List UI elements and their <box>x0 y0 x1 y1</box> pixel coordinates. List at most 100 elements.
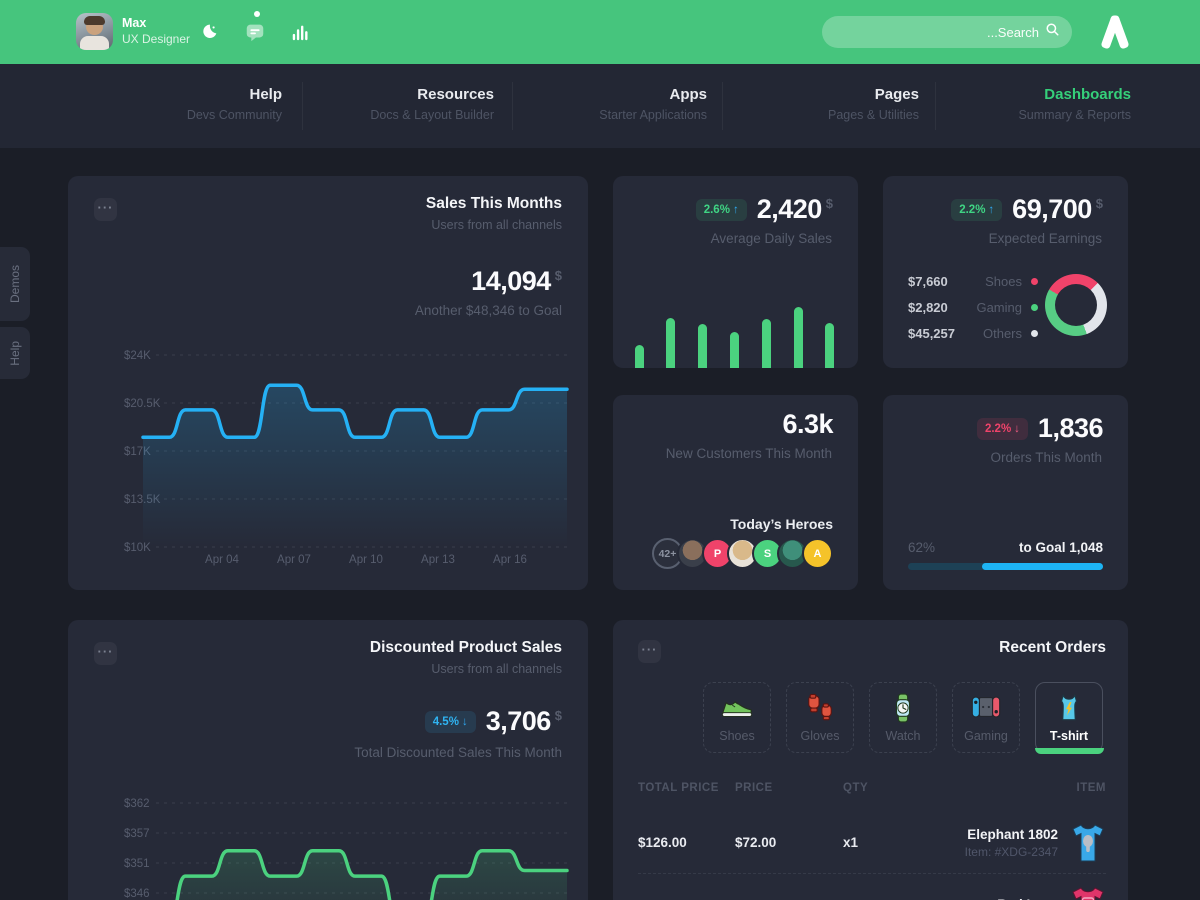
category-tile-watch[interactable]: Watch <box>869 682 937 753</box>
progress-goal: to Goal 1,048 <box>1018 540 1103 555</box>
bar <box>761 319 771 368</box>
goal-note: Another $48,346 to Goal <box>414 303 562 318</box>
search-icon[interactable] <box>1045 22 1060 42</box>
card-menu-button[interactable]: ··· <box>94 198 117 221</box>
currency-symbol: $ <box>554 268 562 283</box>
category-label: Shoes <box>719 729 755 743</box>
legend-dot <box>1031 277 1038 285</box>
category-tile-tshirt[interactable]: T-shirt <box>1034 682 1104 754</box>
nav-label: Help <box>249 86 282 103</box>
column-header: TOTAL PRICE <box>638 782 719 794</box>
nav-sublabel: Devs Community <box>186 108 282 122</box>
main-nav: Help Devs Community Resources Docs & Lay… <box>0 64 1200 148</box>
category-tile-gloves[interactable]: Gloves <box>786 682 854 753</box>
earnings-legend: $7,660 Shoes $2,820 Gaming $45,257 Other… <box>908 268 1038 346</box>
nav-divider <box>722 82 723 130</box>
user-role: UX Designer <box>122 31 191 46</box>
orders-card: 2.2% ↓ 1,836 Orders This Month 62% to Go… <box>883 395 1128 590</box>
dark-mode-moon-icon[interactable] <box>196 19 222 45</box>
side-tab-label: Help <box>8 340 22 366</box>
active-category-indicator <box>1034 747 1104 754</box>
discounted-sales-card: ··· Discounted Product Sales Users from … <box>68 620 588 900</box>
nav-item-help[interactable]: Help Devs Community <box>70 86 282 122</box>
sales-card: ··· Sales This Months Users from all cha… <box>68 176 588 590</box>
nav-item-dashboards[interactable]: Dashboards Summary & Reports <box>919 86 1131 122</box>
hero-avatar[interactable]: P <box>702 538 733 569</box>
nav-divider <box>935 82 936 130</box>
arrow-up-icon: ↑ <box>732 203 739 216</box>
svg-text:Apr 16: Apr 16 <box>493 554 527 566</box>
side-tab-help[interactable]: Help <box>0 327 30 379</box>
nav-divider <box>302 82 303 130</box>
legend-dot <box>1031 329 1038 337</box>
bar <box>698 324 708 368</box>
avg-daily-sales-card: 2.6% ↑ 2,420 $ Average Daily Sales <box>613 176 858 368</box>
item-code: Item: #XDG-2347 <box>964 844 1058 859</box>
category-label: Gloves <box>800 729 840 743</box>
nav-item-pages[interactable]: Pages Pages & Utilities <box>707 86 919 122</box>
bar <box>729 332 739 368</box>
row-divider <box>638 873 1106 874</box>
trend-badge: 2.2% ↑ <box>951 198 1003 221</box>
avatar-shoulders <box>80 36 109 50</box>
watch-icon <box>895 693 911 723</box>
category-tile-shoes[interactable]: Shoes <box>703 682 771 753</box>
legend-amount: $7,660 <box>908 273 948 289</box>
progress-fill <box>982 563 1103 570</box>
svg-text:$20.5K: $20.5K <box>124 398 161 410</box>
trend-badge: 4.5% ↓ <box>424 710 476 733</box>
svg-text:Apr 07: Apr 07 <box>277 554 311 566</box>
nav-item-resources[interactable]: Resources Docs & Layout Builder <box>282 86 494 122</box>
cell-qty: x1 <box>843 835 859 850</box>
nav-sublabel: Pages & Utilities <box>827 108 919 122</box>
line-area-fill <box>177 850 567 900</box>
order-row[interactable]: Red Laga <box>638 878 1106 900</box>
search-input[interactable] <box>822 16 1045 48</box>
side-tab-demos[interactable]: Demos <box>0 247 30 321</box>
top-header: Max UX Designer <box>0 0 1200 64</box>
hero-avatar-photo[interactable] <box>727 538 758 569</box>
more-icon: ··· <box>641 642 658 657</box>
stats-icon[interactable] <box>288 19 314 45</box>
sales-line-chart: $24K $20.5K $17K $13.5K $10K Apr 04 Apr … <box>124 350 569 566</box>
gloves-icon <box>808 693 832 721</box>
card-title: Recent Orders <box>999 639 1106 656</box>
item-name: Red Laga <box>997 897 1058 900</box>
arrow-up-icon: ↑ <box>988 203 995 216</box>
card-subtitle: Users from all channels <box>431 662 562 676</box>
currency-symbol: $ <box>1095 196 1103 211</box>
badge-percent: 2.2% <box>984 422 1012 435</box>
card-menu-button[interactable]: ··· <box>94 642 117 665</box>
discounted-line-chart: $362 $357 $351 $346 <box>124 798 569 900</box>
nav-sublabel: Summary & Reports <box>1018 108 1131 122</box>
brand-logo-icon[interactable] <box>1092 10 1136 54</box>
card-menu-button[interactable]: ··· <box>638 640 661 663</box>
nav-divider <box>512 82 513 130</box>
hero-avatar[interactable]: A <box>802 538 833 569</box>
orders-value: 1,836 <box>1037 413 1104 443</box>
messages-icon[interactable] <box>242 19 268 45</box>
orders-label: Orders This Month <box>990 450 1102 465</box>
user-avatar[interactable] <box>76 13 113 50</box>
currency-symbol: $ <box>554 708 562 723</box>
discounted-line-path <box>175 849 569 900</box>
order-row[interactable]: $126.00 $72.00 x1 Elephant 1802 Item: #X… <box>638 815 1106 870</box>
currency-symbol: $ <box>825 196 833 211</box>
search-box[interactable] <box>822 16 1072 48</box>
nav-sublabel: Starter Applications <box>599 108 707 122</box>
legend-name: Shoes <box>985 273 1022 289</box>
expected-value: 69,700 <box>1012 194 1092 224</box>
column-header: QTY <box>843 782 869 794</box>
goal-progress-bar[interactable] <box>908 563 1103 570</box>
badge-percent: 4.5% <box>432 715 459 728</box>
legend-amount: $45,257 <box>908 325 955 341</box>
bar <box>666 318 676 368</box>
nav-label: Dashboards <box>1044 86 1131 103</box>
heroes-avatar-group[interactable]: 42+ P S A <box>652 538 833 569</box>
avg-daily-label: Average Daily Sales <box>710 231 832 246</box>
category-tile-gaming[interactable]: Gaming <box>952 682 1020 753</box>
item-name: Elephant 1802 <box>967 826 1058 842</box>
legend-row-gaming: $2,820 Gaming <box>908 294 1038 320</box>
new-customers-card: 6.3k New Customers This Month Today’s He… <box>613 395 858 590</box>
nav-item-apps[interactable]: Apps Starter Applications <box>495 86 707 122</box>
